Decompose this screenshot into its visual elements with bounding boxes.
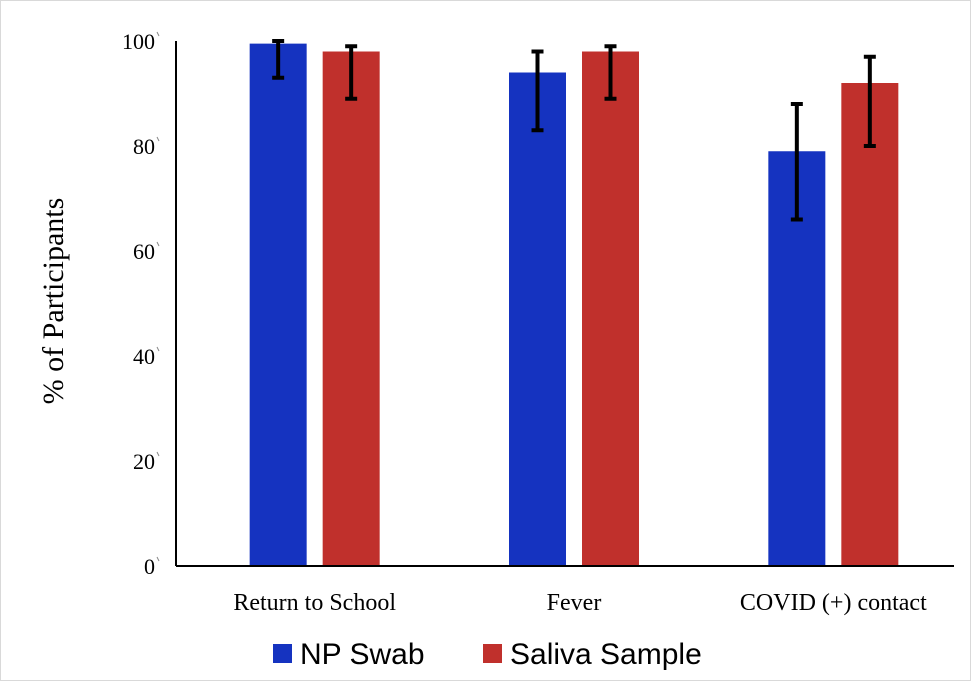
y-tick-mark	[156, 136, 160, 142]
y-tick-mark	[156, 346, 160, 352]
bars	[249, 43, 899, 566]
legend-label-np-swab: NP Swab	[300, 638, 425, 671]
x-category-label: Fever	[547, 590, 602, 616]
x-axis-labels: Return to School Fever COVID (+) contact	[233, 590, 927, 616]
y-tick-label: 100	[122, 29, 155, 54]
y-axis-title: % of Participants	[37, 198, 70, 405]
y-axis: 0 20 40 60 80 100	[122, 29, 177, 579]
x-category-label: Return to School	[233, 590, 396, 616]
bar-np-swab	[249, 43, 307, 566]
y-tick-label: 60	[133, 239, 155, 264]
error-bars	[272, 39, 876, 222]
y-tick-label: 20	[133, 449, 155, 474]
y-tick-mark	[156, 241, 160, 247]
bar-saliva-sample	[841, 83, 899, 566]
legend-swatch-saliva-sample	[483, 644, 502, 663]
bar-saliva-sample	[582, 51, 639, 566]
y-tick-mark	[156, 556, 160, 562]
legend-label-saliva-sample: Saliva Sample	[510, 638, 702, 671]
legend-swatch-np-swab	[273, 644, 292, 663]
y-tick-mark	[156, 451, 160, 457]
y-axis-title-group: % of Participants	[37, 198, 70, 405]
bar-saliva-sample	[322, 51, 380, 566]
y-tick-mark	[156, 31, 160, 37]
legend: NP Swab Saliva Sample	[273, 638, 702, 671]
y-tick-label: 40	[133, 344, 155, 369]
y-tick-label: 0	[144, 554, 155, 579]
y-tick-label: 80	[133, 134, 155, 159]
bar-np-swab	[509, 72, 566, 566]
x-category-label: COVID (+) contact	[740, 590, 927, 616]
